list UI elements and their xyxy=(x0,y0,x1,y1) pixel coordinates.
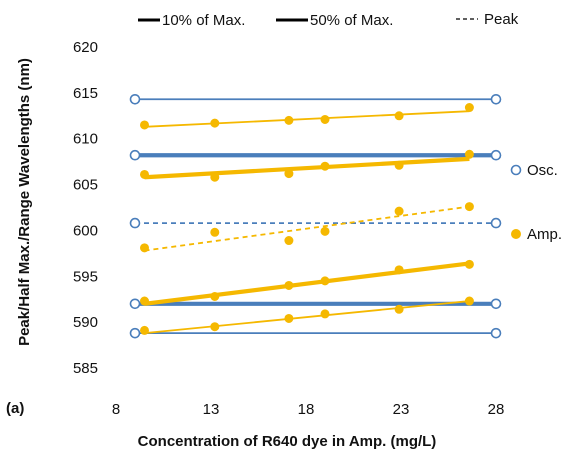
amp-point xyxy=(210,291,220,301)
axes: 8 13 18 23 28 585 590 595 600 605 610 615 620 xyxy=(73,39,504,418)
y-tick-label: 620 xyxy=(73,39,98,56)
x-tick-label: 8 xyxy=(112,401,120,418)
x-tick-label: 23 xyxy=(393,401,410,418)
amp-point xyxy=(464,296,474,306)
amp-trend-line xyxy=(144,156,470,180)
legend-label-10pct: 10% of Max. xyxy=(162,12,245,29)
amp-point xyxy=(394,206,404,216)
amp-point xyxy=(320,226,330,236)
amp-point xyxy=(210,322,220,332)
amp-point xyxy=(464,149,474,159)
amp-point xyxy=(284,280,294,290)
amp-point xyxy=(464,259,474,269)
y-axis-title: Peak/Half Max./Range Wavelengths (nm) xyxy=(16,58,33,346)
legend-osc-label: Osc. xyxy=(527,162,558,179)
osc-point xyxy=(490,217,502,229)
y-tick-label: 585 xyxy=(73,360,98,377)
osc-point xyxy=(129,298,141,310)
amp-point xyxy=(284,313,294,323)
x-axis-title: Concentration of R640 dye in Amp. (mg/L) xyxy=(138,433,437,450)
osc-point xyxy=(129,93,141,105)
amp-point xyxy=(284,169,294,179)
amp-point xyxy=(140,120,149,130)
side-legend: Osc. Amp. xyxy=(510,162,562,243)
y-tick-label: 595 xyxy=(73,268,98,285)
amp-point xyxy=(394,304,404,314)
amp-point xyxy=(210,172,220,182)
amp-point xyxy=(140,325,149,335)
osc-point xyxy=(129,327,141,339)
x-tick-label: 28 xyxy=(488,401,505,418)
amp-point xyxy=(394,265,404,275)
legend-osc-marker xyxy=(510,164,522,176)
amp-point xyxy=(320,161,330,171)
legend-label-peak: Peak xyxy=(484,11,519,28)
amp-point xyxy=(140,243,149,253)
osc-point xyxy=(490,298,502,310)
amp-point xyxy=(464,202,474,212)
amp-trend-line xyxy=(144,300,470,335)
amp-trend-line xyxy=(144,261,470,306)
legend-amp-label: Amp. xyxy=(527,226,562,243)
osc-point xyxy=(490,93,502,105)
osc-point xyxy=(490,149,502,161)
y-tick-label: 605 xyxy=(73,177,98,194)
y-tick-label: 590 xyxy=(73,314,98,331)
y-tick-label: 615 xyxy=(73,85,98,102)
amp-point xyxy=(320,309,330,319)
panel-label: (a) xyxy=(6,400,24,417)
amp-point xyxy=(140,169,149,179)
y-tick-label: 600 xyxy=(73,222,98,239)
legend-amp-marker xyxy=(511,229,521,239)
amp-point xyxy=(464,103,474,113)
amp-point xyxy=(140,296,149,306)
y-tick-label: 610 xyxy=(73,131,98,148)
amp-trend-line xyxy=(144,205,470,252)
osc-point xyxy=(490,327,502,339)
osc-point xyxy=(129,217,141,229)
amp-point xyxy=(394,111,404,121)
amp-point xyxy=(394,160,404,170)
amp-point xyxy=(320,276,330,286)
x-tick-label: 18 xyxy=(298,401,315,418)
amp-point xyxy=(284,236,294,246)
top-legend: 10% of Max. 50% of Max. Peak xyxy=(138,11,519,29)
amp-point xyxy=(210,227,220,237)
amp-point xyxy=(210,118,220,128)
series-layer xyxy=(129,93,502,339)
amp-point xyxy=(320,114,330,124)
legend-label-50pct: 50% of Max. xyxy=(310,12,393,29)
osc-point xyxy=(129,149,141,161)
amp-trend-line xyxy=(144,110,470,128)
amp-point xyxy=(284,115,294,125)
x-tick-label: 13 xyxy=(203,401,220,418)
